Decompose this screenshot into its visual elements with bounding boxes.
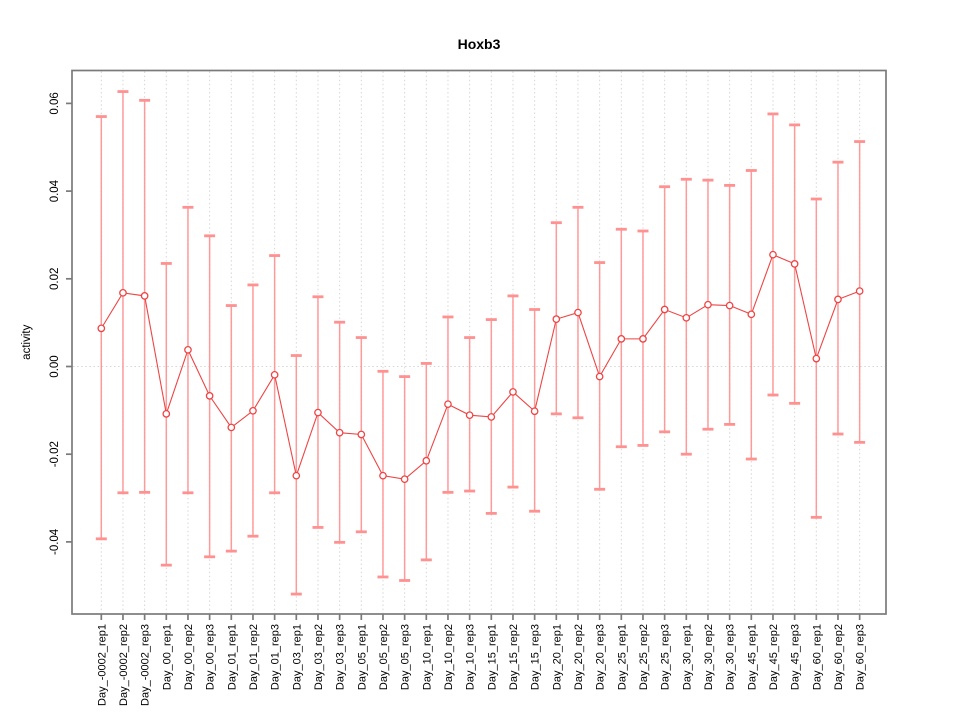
- y-tick-label: 0.02: [49, 268, 61, 290]
- x-tick-label: Day_-0002_rep1: [96, 624, 108, 706]
- x-tick-label: Day_01_rep2: [248, 624, 260, 690]
- data-point: [119, 288, 127, 297]
- data-point: [725, 301, 734, 310]
- x-tick-label: Day_00_rep3: [205, 624, 217, 690]
- x-tick-label: Day_25_rep2: [638, 624, 650, 690]
- data-point: [227, 423, 236, 432]
- data-point: [487, 413, 496, 421]
- x-tick-label: Day_03_rep1: [291, 624, 303, 690]
- data-point: [97, 324, 106, 333]
- data-point: [790, 260, 799, 268]
- plot-border: [71, 69, 887, 615]
- data-point: [249, 406, 257, 415]
- x-tick-label: Day_03_rep2: [313, 624, 325, 690]
- data-point: [530, 407, 539, 416]
- x-tick-label: Day_01_rep3: [270, 624, 282, 690]
- x-tick-label: Day_05_rep1: [356, 624, 368, 690]
- data-point: [747, 310, 756, 319]
- x-tick-label: Day_-0002_rep3: [140, 624, 152, 706]
- x-tick-label: Day_45_rep3: [790, 624, 802, 690]
- data-point: [769, 250, 777, 259]
- x-tick-label: Day_00_rep1: [161, 624, 173, 690]
- data-point: [162, 410, 171, 418]
- data-point: [444, 400, 452, 409]
- x-tick-label: Day_00_rep2: [183, 624, 195, 690]
- data-point: [595, 372, 604, 381]
- x-tick-label: Day_60_rep2: [833, 624, 845, 690]
- data-point: [574, 308, 582, 317]
- y-tick-label: 0.06: [49, 92, 61, 114]
- data-point: [422, 456, 431, 465]
- x-tick-label: Day_45_rep2: [768, 624, 780, 690]
- x-tick-label: Day_01_rep1: [226, 624, 238, 690]
- x-tick-label: Day_25_rep1: [616, 624, 628, 690]
- data-point: [184, 345, 192, 354]
- data-point: [660, 305, 669, 314]
- x-tick-label: Day_60_rep3: [855, 624, 867, 690]
- data-point: [855, 287, 864, 295]
- x-tick-label: Day_20_rep1: [551, 624, 563, 690]
- x-tick-label: Day_05_rep2: [378, 624, 390, 690]
- data-point: [639, 335, 647, 343]
- x-tick-label: Day_60_rep1: [811, 624, 823, 690]
- x-tick-label: Day_30_rep1: [681, 624, 693, 690]
- x-tick-label: Day_20_rep2: [573, 624, 585, 690]
- x-tick-label: Day_10_rep2: [443, 624, 455, 690]
- x-tick-label: Day_10_rep3: [465, 624, 477, 690]
- x-tick-label: Day_15_rep2: [508, 624, 520, 690]
- data-point: [465, 411, 474, 420]
- data-point: [357, 430, 366, 439]
- data-point: [509, 388, 517, 396]
- x-tick-label: Day_30_rep3: [725, 624, 737, 690]
- data-point: [617, 335, 626, 343]
- x-tick-label: Day_03_rep3: [335, 624, 347, 690]
- x-tick-label: Day_-0002_rep2: [118, 624, 130, 706]
- data-point: [834, 295, 842, 304]
- data-point: [379, 471, 387, 480]
- chart-title: Hoxb3: [457, 36, 501, 52]
- x-tick-label: Day_05_rep3: [400, 624, 412, 690]
- data-point: [682, 313, 691, 322]
- data-point: [140, 292, 149, 300]
- data-point: [270, 370, 279, 379]
- data-point: [812, 354, 821, 363]
- y-tick-label: -0.02: [49, 441, 61, 467]
- data-point: [400, 475, 409, 484]
- y-tick-label: -0.04: [49, 528, 61, 555]
- data-point: [205, 392, 214, 400]
- x-tick-label: Day_25_rep3: [660, 624, 672, 690]
- x-tick-label: Day_30_rep2: [703, 624, 715, 690]
- data-point: [704, 300, 712, 309]
- x-tick-label: Day_20_rep3: [595, 624, 607, 690]
- data-point: [314, 408, 322, 417]
- series-line: [100, 253, 860, 480]
- x-tick-label: Day_15_rep1: [486, 624, 498, 690]
- x-tick-label: Day_15_rep3: [530, 624, 542, 690]
- data-point: [552, 315, 561, 323]
- x-tick-label: Day_45_rep1: [746, 624, 758, 690]
- y-axis-label: activity: [21, 324, 33, 359]
- x-tick-label: Day_10_rep1: [421, 624, 433, 690]
- data-point: [335, 428, 344, 437]
- y-tick-label: 0.04: [49, 179, 61, 202]
- y-tick-label: 0.00: [49, 355, 61, 377]
- data-point: [292, 471, 301, 480]
